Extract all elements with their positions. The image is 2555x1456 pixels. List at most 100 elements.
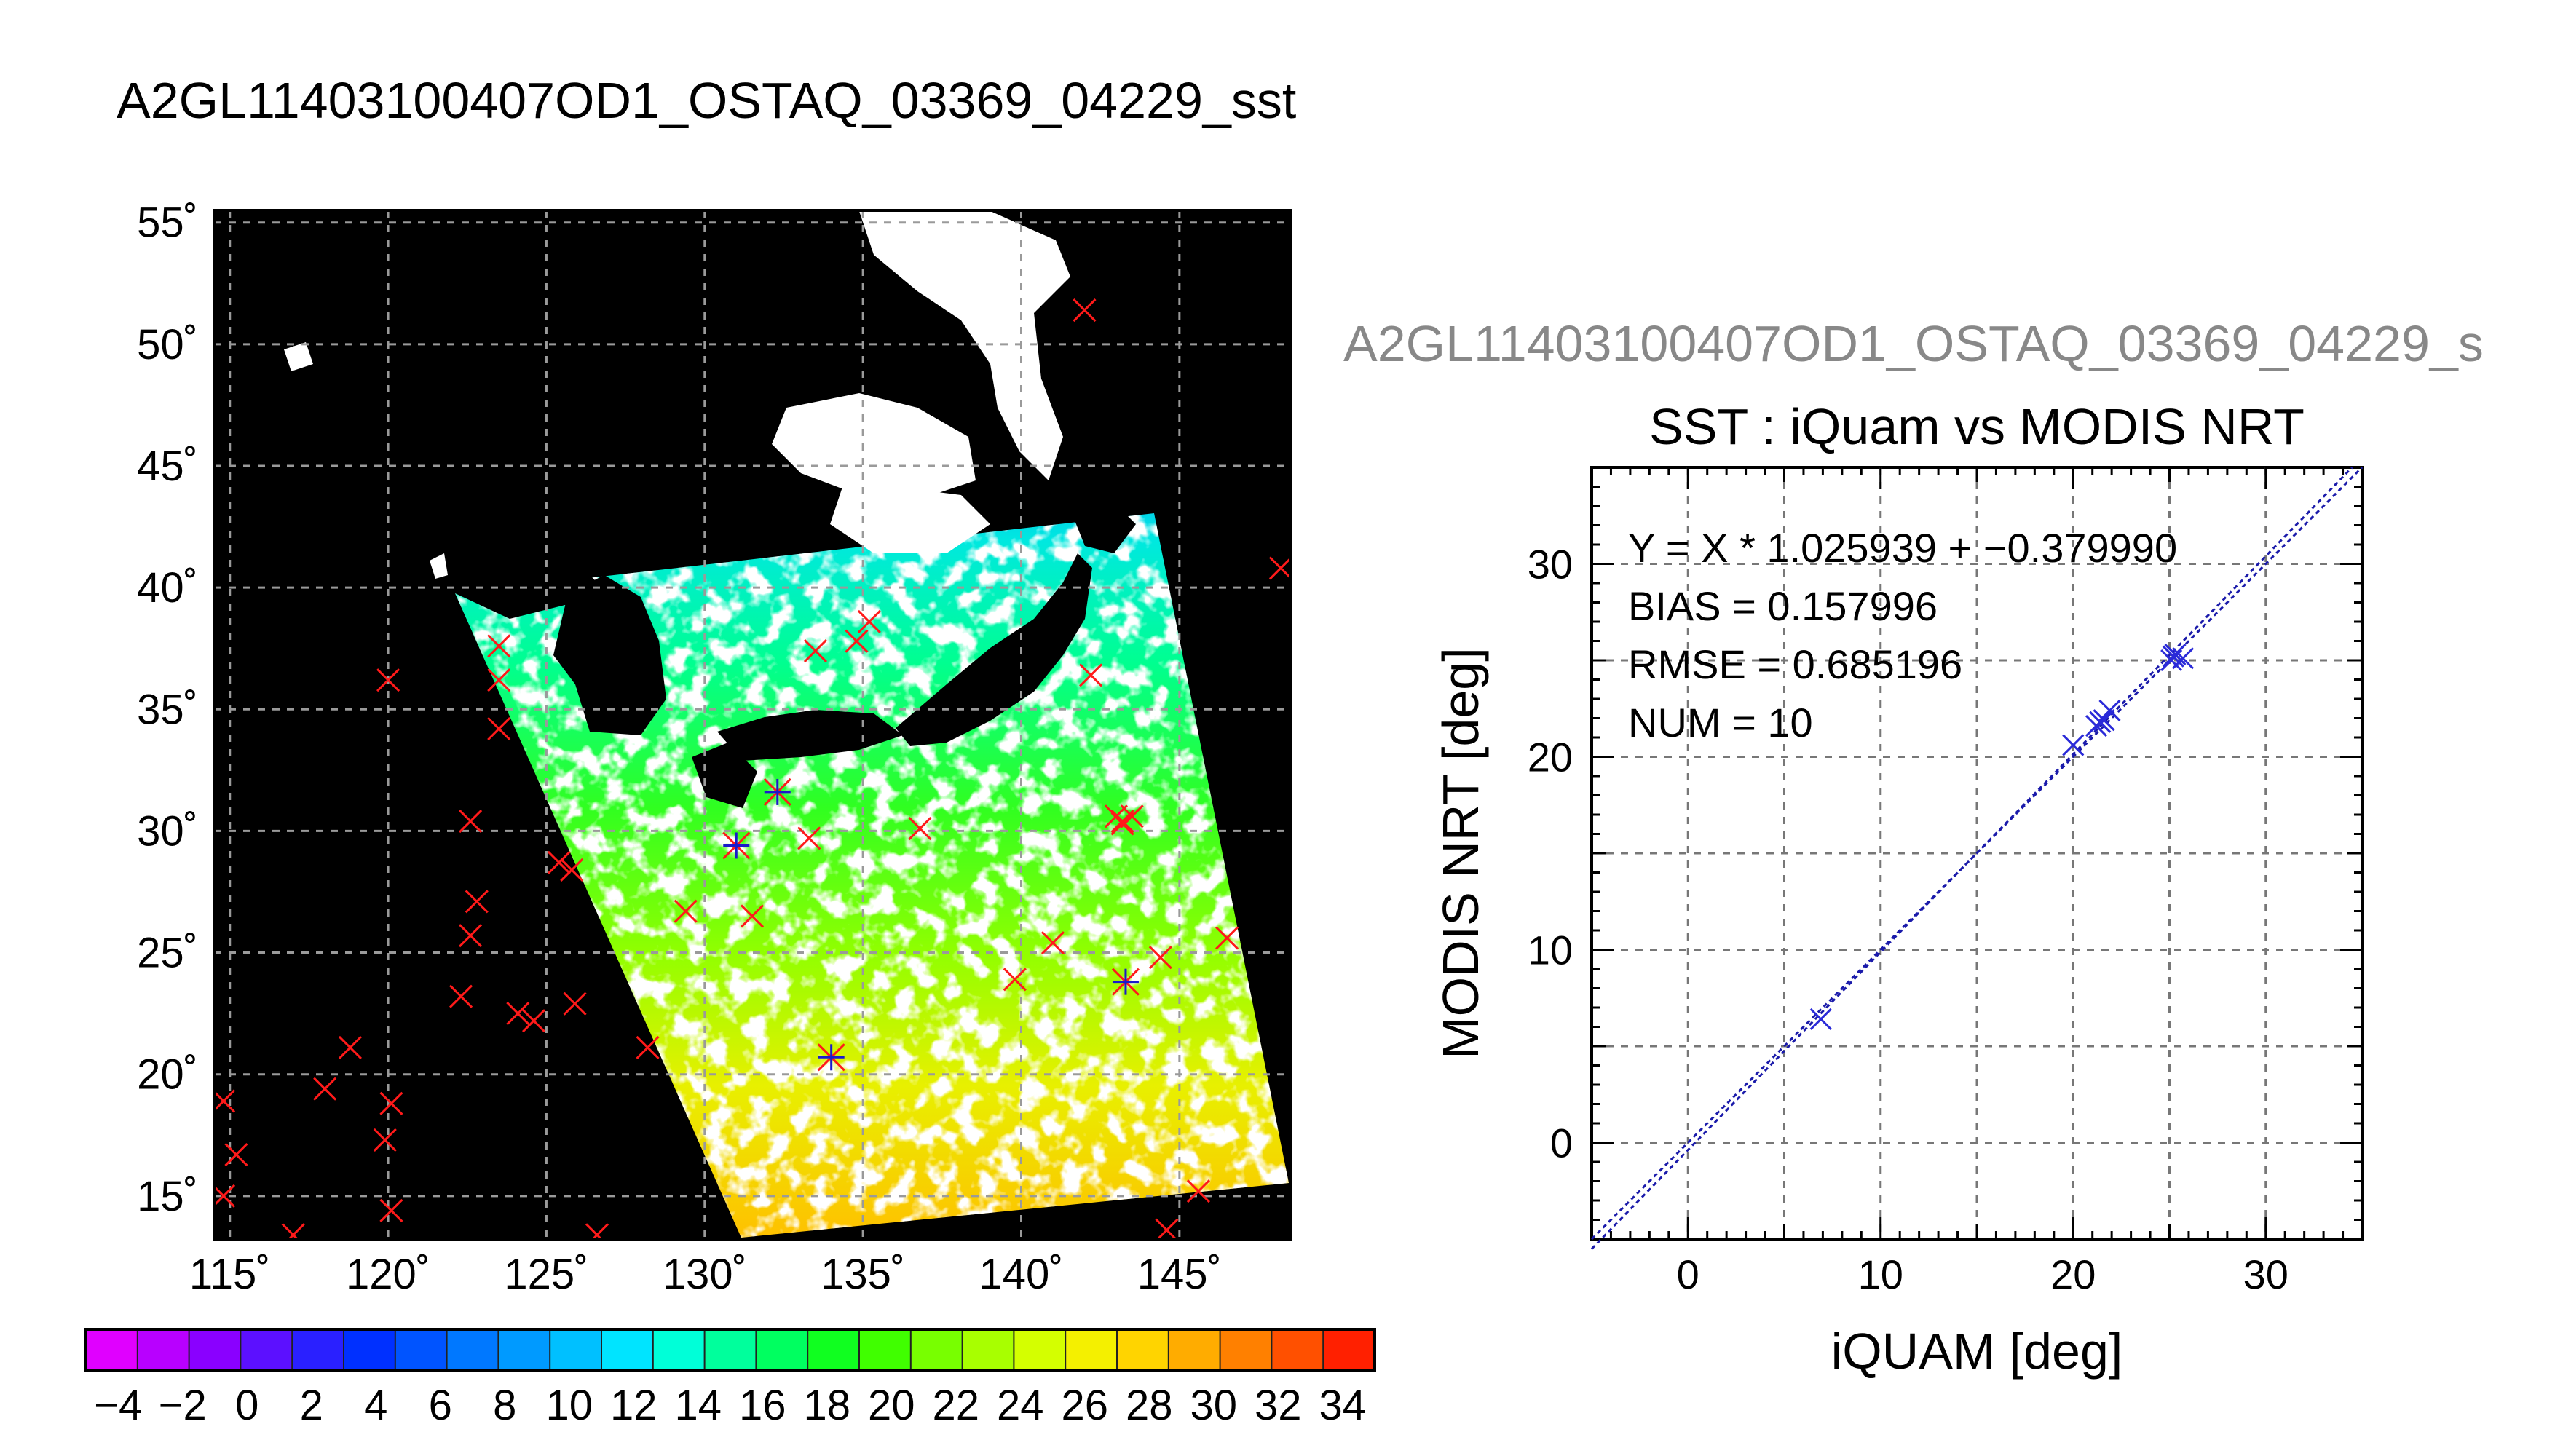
station-marker-unmatched <box>585 1223 609 1240</box>
colorbar-tick-label: 28 <box>1126 1382 1173 1429</box>
station-marker-unmatched-stroke-b <box>1040 931 1065 955</box>
station-marker-unmatched-stroke-b <box>845 629 869 653</box>
colorbar-tick-label: 10 <box>545 1382 593 1429</box>
scatter-point <box>2089 711 2112 733</box>
station-marker-unmatched <box>1003 968 1027 992</box>
scatter-y-tick-label: 10 <box>1528 927 1573 973</box>
map-lat-label: 50˚ <box>137 321 198 368</box>
station-marker-unmatched-stroke-b <box>487 668 511 692</box>
identity-line <box>1590 466 2364 1241</box>
scatter-plot: SST : iQuam vs MODIS NRT 0 10 20 300102030 … <box>1432 398 2364 1380</box>
station-marker-unmatched-stroke-b <box>797 826 821 850</box>
scatter-point <box>2098 699 2121 721</box>
station-marker-unmatched <box>449 984 473 1008</box>
colorbar-cell <box>86 1329 138 1370</box>
station-marker-unmatched <box>1155 1218 1179 1240</box>
station-marker-unmatched <box>1120 804 1144 828</box>
station-marker-unmatched-stroke-b <box>449 984 473 1008</box>
map-lat-label: 20˚ <box>137 1051 198 1099</box>
station-marker-unmatched <box>1040 931 1065 955</box>
colorbar-tick-label: 18 <box>803 1382 850 1429</box>
colorbar-cell <box>704 1329 757 1370</box>
station-marker-unmatched-stroke-b <box>521 1009 546 1033</box>
colorbar-tick-label: 34 <box>1319 1382 1366 1429</box>
scatter-point-stroke-b <box>2093 709 2115 732</box>
colorbar-tick-labels: −4 −2 0 2 4 6 8 10 12 14 16 18 20 22 24 26 28 30 32 34 <box>94 1382 1366 1429</box>
ice-mask <box>284 211 1070 579</box>
colorbar-cell <box>962 1329 1014 1370</box>
colorbar-cell <box>344 1329 396 1370</box>
station-marker-unmatched-stroke-b <box>373 1128 397 1152</box>
station-marker-unmatched <box>563 992 587 1016</box>
colorbar-tick-label: 20 <box>868 1382 915 1429</box>
scatter-x-tick-label: 0 <box>1677 1251 1699 1297</box>
station-marker-unmatched-stroke-b <box>908 817 932 841</box>
station-marker-unmatched-stroke-b <box>1268 557 1290 580</box>
scatter-point-stroke-b <box>2171 647 2195 670</box>
station-marker-unmatched-stroke-b <box>376 668 400 692</box>
station-marker-unmatched <box>459 924 483 948</box>
map-frame <box>213 209 1292 1241</box>
scatter-file-title: A2GL11403100407OD1_OSTAQ_03369_04229_s <box>1343 315 2484 372</box>
colorbar-tick-label: 14 <box>674 1382 722 1429</box>
station-marker-unmatched <box>281 1223 305 1240</box>
scatter-y-tick-label: 20 <box>1528 735 1573 780</box>
station-marker-unmatched <box>487 634 511 658</box>
map-lon-label: 120˚ <box>346 1251 430 1298</box>
map-lat-label: 35˚ <box>137 686 198 733</box>
station-marker-unmatched-stroke-b <box>379 1091 403 1115</box>
regression-line <box>1590 466 2353 1250</box>
station-marker-unmatched-stroke-b <box>1110 812 1134 836</box>
station-marker-unmatched <box>487 716 511 741</box>
map-lon-label: 145˚ <box>1137 1251 1222 1298</box>
station-marker-unmatched <box>560 858 584 882</box>
station-marker-unmatched-stroke-b <box>636 1035 660 1059</box>
colorbar: −4 −2 0 2 4 6 8 10 12 14 16 18 20 22 24 26 28 30 32 34 <box>84 1328 1376 1429</box>
station-marker-unmatched-stroke-b <box>214 1184 236 1207</box>
station-marker-unmatched-stroke-b <box>338 1035 362 1059</box>
colorbar-cells <box>86 1329 1375 1370</box>
station-marker-unmatched <box>459 809 483 834</box>
station-marker-unmatched <box>1079 663 1103 687</box>
station-marker-unmatched <box>1073 298 1097 323</box>
station-marker-unmatched-stroke-b <box>459 809 483 834</box>
station-marker-unmatched-stroke-b <box>1003 968 1027 992</box>
colorbar-cell <box>1323 1329 1375 1370</box>
scatter-point <box>2171 647 2195 670</box>
station-marker-unmatched <box>740 904 765 928</box>
station-marker-unmatched <box>379 1198 403 1222</box>
scatter-point <box>2062 734 2085 756</box>
station-marker-matched <box>722 831 751 860</box>
scatter-ticks: 0 10 20 30 0 10 20 30 <box>1528 467 2362 1297</box>
station-marker-unmatched-stroke-b <box>1073 298 1097 323</box>
station-marker-unmatched-stroke-b <box>465 890 489 914</box>
colorbar-tick-label: −4 <box>94 1382 142 1429</box>
colorbar-cell <box>550 1329 602 1370</box>
regression-lines <box>1590 466 2364 1250</box>
colorbar-tick-label: 0 <box>235 1382 258 1429</box>
station-marker-unmatched <box>214 1184 236 1208</box>
scatter-x-tick-label: 20 <box>2050 1251 2096 1297</box>
scatter-x-tick-label: 10 <box>1858 1251 1903 1297</box>
station-marker-unmatched <box>338 1035 362 1059</box>
station-marker-matched <box>1111 968 1140 996</box>
station-marker-unmatched <box>1215 926 1239 950</box>
colorbar-tick-label: 24 <box>997 1382 1044 1429</box>
station-marker-unmatched <box>1268 556 1290 580</box>
map-lat-label: 30˚ <box>137 807 198 855</box>
colorbar-cell <box>807 1329 860 1370</box>
colorbar-cell <box>292 1329 344 1370</box>
scatter-points <box>1809 643 2195 1030</box>
station-marker-unmatched <box>1148 946 1172 970</box>
station-marker-unmatched-stroke-b <box>506 1002 530 1026</box>
scatter-point-stroke-b <box>2098 699 2121 721</box>
colorbar-cell <box>859 1329 912 1370</box>
station-marker-unmatched <box>803 638 828 663</box>
map-lon-label: 115˚ <box>189 1251 271 1298</box>
scatter-point-stroke-b <box>2062 734 2085 756</box>
station-marker-unmatched-stroke-b <box>1186 1179 1210 1203</box>
stats-bias: BIAS = 0.157996 <box>1628 583 1938 629</box>
colorbar-cell <box>189 1329 241 1370</box>
colorbar-cell <box>1168 1329 1221 1370</box>
